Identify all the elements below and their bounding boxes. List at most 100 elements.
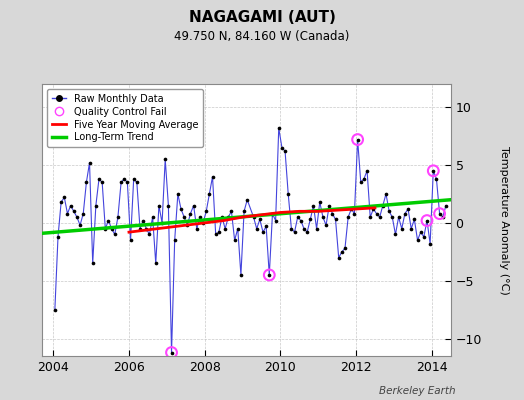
Point: [303, 229, 311, 235]
Point: [133, 179, 141, 186]
Point: [145, 231, 154, 238]
Text: Berkeley Earth: Berkeley Earth: [379, 386, 456, 396]
Point: [356, 179, 365, 186]
Legend: Raw Monthly Data, Quality Control Fail, Five Year Moving Average, Long-Term Tren: Raw Monthly Data, Quality Control Fail, …: [47, 89, 203, 147]
Point: [231, 237, 239, 244]
Point: [76, 222, 84, 228]
Point: [107, 226, 116, 232]
Point: [284, 191, 292, 197]
Point: [240, 208, 248, 214]
Point: [328, 210, 336, 217]
Point: [98, 179, 106, 186]
Point: [215, 229, 223, 235]
Point: [73, 214, 81, 220]
Point: [290, 229, 299, 235]
Point: [57, 199, 66, 205]
Point: [221, 226, 230, 232]
Point: [63, 210, 72, 217]
Point: [344, 214, 352, 220]
Point: [306, 216, 314, 223]
Point: [376, 214, 384, 220]
Point: [117, 179, 125, 186]
Point: [180, 214, 188, 220]
Point: [369, 206, 378, 212]
Point: [325, 202, 333, 209]
Point: [363, 168, 372, 174]
Point: [199, 220, 208, 226]
Point: [278, 144, 286, 151]
Point: [196, 214, 204, 220]
Point: [435, 210, 444, 217]
Point: [89, 260, 97, 267]
Point: [337, 249, 346, 255]
Point: [404, 206, 412, 212]
Point: [148, 214, 157, 220]
Y-axis label: Temperature Anomaly (°C): Temperature Anomaly (°C): [498, 146, 509, 294]
Point: [104, 217, 113, 224]
Point: [136, 226, 144, 232]
Point: [319, 214, 327, 220]
Point: [395, 214, 403, 220]
Point: [95, 176, 103, 182]
Point: [382, 191, 390, 197]
Point: [151, 260, 160, 267]
Point: [373, 210, 381, 217]
Point: [85, 160, 94, 166]
Point: [256, 216, 264, 223]
Point: [243, 196, 252, 203]
Point: [142, 226, 150, 232]
Point: [259, 229, 267, 235]
Point: [312, 226, 321, 232]
Point: [177, 206, 185, 212]
Point: [287, 226, 296, 232]
Point: [331, 216, 340, 223]
Point: [423, 217, 431, 224]
Point: [347, 206, 355, 212]
Point: [51, 306, 59, 313]
Point: [262, 223, 270, 230]
Point: [253, 226, 261, 232]
Point: [139, 217, 147, 224]
Point: [435, 210, 444, 217]
Point: [379, 202, 387, 209]
Point: [129, 176, 138, 182]
Point: [407, 226, 416, 232]
Point: [126, 237, 135, 244]
Point: [202, 208, 211, 214]
Point: [423, 217, 431, 224]
Point: [224, 214, 233, 220]
Text: 49.750 N, 84.160 W (Canada): 49.750 N, 84.160 W (Canada): [174, 30, 350, 43]
Point: [212, 231, 220, 238]
Point: [442, 202, 450, 209]
Point: [227, 208, 236, 214]
Point: [429, 168, 438, 174]
Point: [60, 194, 69, 201]
Point: [114, 214, 122, 220]
Point: [417, 229, 425, 235]
Point: [209, 173, 217, 180]
Point: [398, 226, 406, 232]
Point: [70, 208, 78, 214]
Point: [265, 272, 274, 278]
Point: [334, 254, 343, 261]
Point: [161, 156, 169, 162]
Point: [353, 136, 362, 143]
Point: [426, 240, 434, 247]
Point: [193, 226, 201, 232]
Point: [167, 349, 176, 356]
Point: [82, 179, 91, 186]
Point: [341, 245, 349, 252]
Point: [170, 237, 179, 244]
Point: [183, 222, 191, 228]
Point: [173, 191, 182, 197]
Point: [353, 136, 362, 143]
Point: [432, 176, 441, 182]
Point: [391, 231, 400, 238]
Point: [186, 210, 194, 217]
Point: [281, 148, 289, 154]
Point: [205, 191, 214, 197]
Point: [92, 202, 100, 209]
Point: [271, 217, 280, 224]
Point: [300, 226, 308, 232]
Point: [101, 226, 110, 232]
